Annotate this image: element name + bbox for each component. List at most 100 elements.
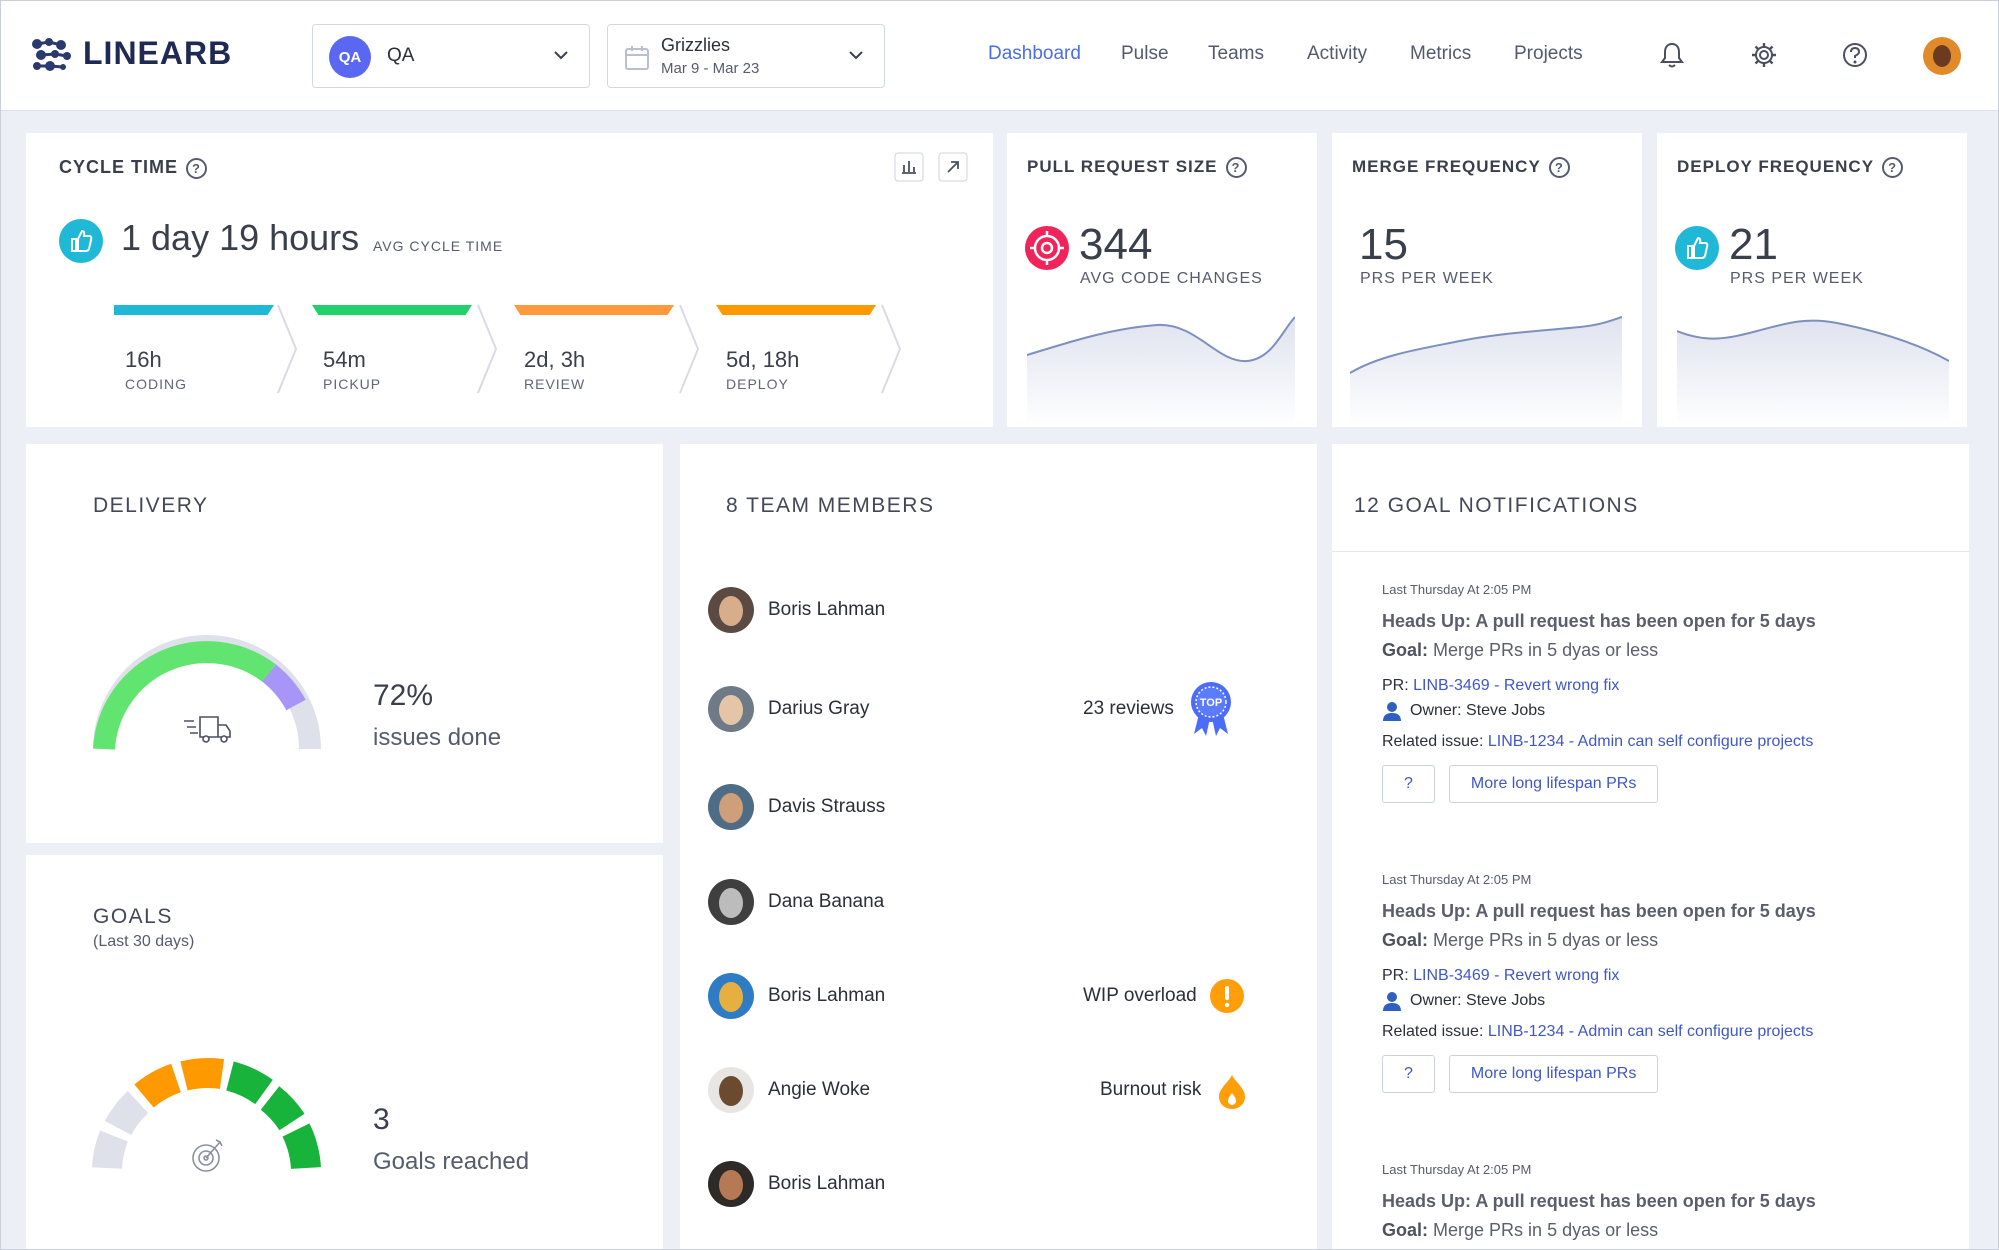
pickup-bar (312, 305, 472, 315)
nav-pulse[interactable]: Pulse (1121, 43, 1169, 64)
chevron-down-icon (554, 51, 568, 60)
top-badge-icon: TOP (1191, 682, 1231, 736)
date-range-select[interactable]: Grizzlies Mar 9 - Mar 23 (607, 24, 885, 88)
cycle-time-value: 1 day 19 hours (121, 217, 360, 258)
help-button[interactable]: ? (1382, 765, 1435, 803)
team-select[interactable]: QA QA (312, 24, 590, 88)
team-member-row[interactable]: Boris Lahman (708, 973, 885, 1019)
help-icon[interactable] (1841, 41, 1869, 69)
coding-value: 16h (125, 347, 162, 372)
thumbs-up-icon (1675, 226, 1719, 270)
delivery-gauge (93, 635, 321, 750)
gear-icon[interactable] (1750, 41, 1778, 69)
goals-count: 3 (373, 1103, 390, 1136)
pickup-label: PICKUP (323, 376, 382, 392)
team-member-row[interactable]: Darius Gray (708, 686, 869, 732)
logo-icon (32, 37, 71, 71)
expand-icon[interactable] (938, 152, 968, 182)
notification-item: Last Thursday At 2:05 PM Heads Up: A pul… (1382, 872, 1882, 1093)
merge-frequency-title: MERGE FREQUENCY (1352, 157, 1541, 176)
cycle-time-label: AVG CYCLE TIME (373, 238, 504, 254)
notification-issue: Related issue: LINB-1234 - Admin can sel… (1382, 1023, 1814, 1040)
team-badge: QA (329, 36, 371, 78)
cycle-time-title: CYCLE TIME (59, 157, 179, 177)
pickup-value: 54m (323, 347, 366, 372)
nav-projects[interactable]: Projects (1514, 43, 1583, 64)
deploy-value: 5d, 18h (726, 347, 800, 372)
deploy-bar (716, 305, 876, 315)
deploy-frequency-label: PRS PER WEEK (1730, 270, 1864, 287)
help-icon[interactable]: ? (1548, 157, 1570, 179)
deploy-frequency-value: 21 (1729, 220, 1778, 269)
nav-activity[interactable]: Activity (1307, 43, 1368, 64)
avatar (708, 1067, 754, 1113)
notification-pr: PR: LINB-3469 - Revert wrong fix (1382, 677, 1620, 694)
top-bar: LINEARB QA QA Grizzlies Mar 9 - Mar 23 D… (1, 1, 1998, 111)
team-member-row[interactable]: Dana Banana (708, 879, 884, 925)
nav-teams[interactable]: Teams (1208, 43, 1264, 64)
user-avatar[interactable] (1923, 37, 1961, 75)
help-icon[interactable]: ? (186, 157, 208, 179)
team-members-title: 8 TEAM MEMBERS (726, 494, 935, 517)
notification-pr: PR: LINB-3469 - Revert wrong fix (1382, 967, 1620, 984)
pr-link[interactable]: LINB-3469 - Revert wrong fix (1413, 677, 1620, 694)
more-prs-button[interactable]: More long lifespan PRs (1448, 1055, 1659, 1093)
team-member-row[interactable]: Davis Strauss (708, 784, 885, 830)
warning-icon (1210, 979, 1244, 1013)
team-member-row[interactable]: Boris Lahman (708, 1161, 885, 1207)
merge-frequency-card: MERGE FREQUENCY? 15 PRS PER WEEK (1332, 133, 1642, 427)
avatar (708, 1161, 754, 1207)
deploy-frequency-title: DEPLOY FREQUENCY (1677, 157, 1875, 176)
team-member-row[interactable]: Boris Lahman (708, 587, 885, 633)
deploy-frequency-sparkline (1677, 319, 1949, 427)
bar-chart-icon[interactable] (894, 152, 924, 182)
team-member-row[interactable]: Angie Woke (708, 1067, 870, 1113)
goals-card: GOALS (Last 30 days) 3 Goals reached (26, 855, 663, 1250)
logo-text: LINEARB (83, 35, 233, 71)
goals-label: Goals reached (373, 1148, 530, 1175)
goals-gauge (92, 1058, 321, 1172)
calendar-icon (625, 46, 649, 70)
issue-link[interactable]: LINB-1234 - Admin can self configure pro… (1487, 1023, 1814, 1040)
nav-dashboard[interactable]: Dashboard (988, 43, 1081, 64)
nav-metrics[interactable]: Metrics (1410, 43, 1472, 64)
date-select-range: Mar 9 - Mar 23 (661, 60, 760, 77)
deploy-frequency-card: DEPLOY FREQUENCY? 21 PRS PER WEEK (1657, 133, 1967, 427)
member-name: Boris Lahman (768, 985, 886, 1006)
help-button[interactable]: ? (1382, 1055, 1435, 1093)
chevron-down-icon (849, 51, 863, 60)
help-icon[interactable]: ? (1225, 157, 1247, 179)
member-name: Dana Banana (768, 891, 885, 912)
delivery-truck-icon (184, 716, 231, 743)
notification-goal: Goal: Merge PRs in 5 dyas or less (1382, 1220, 1659, 1240)
notification-owner: Owner: Steve Jobs (1382, 701, 1882, 721)
pr-size-title: PULL REQUEST SIZE (1027, 157, 1218, 176)
stage-divider (477, 304, 498, 394)
more-prs-button[interactable]: More long lifespan PRs (1448, 765, 1659, 803)
pr-size-sparkline (1027, 316, 1295, 427)
delivery-percent: 72% (373, 679, 434, 712)
notification-goal: Goal: Merge PRs in 5 dyas or less (1382, 930, 1659, 950)
bell-icon[interactable] (1659, 41, 1685, 69)
avatar (708, 973, 754, 1019)
help-icon[interactable]: ? (1882, 157, 1904, 179)
pr-size-label: AVG CODE CHANGES (1080, 270, 1263, 287)
notification-goal: Goal: Merge PRs in 5 dyas or less (1382, 640, 1659, 660)
team-members-card: 8 TEAM MEMBERS (680, 444, 1317, 1250)
pr-link[interactable]: LINB-3469 - Revert wrong fix (1413, 967, 1620, 984)
notification-item: Last Thursday At 2:05 PM Heads Up: A pul… (1382, 1162, 1882, 1241)
merge-frequency-sparkline (1350, 316, 1622, 427)
notification-heading: Heads Up: A pull request has been open f… (1382, 1191, 1816, 1211)
flame-icon (1219, 1075, 1245, 1109)
issue-link[interactable]: LINB-1234 - Admin can self configure pro… (1487, 733, 1814, 750)
linearb-logo[interactable]: LINEARB (31, 35, 232, 72)
member-name: Angie Woke (768, 1079, 871, 1100)
pr-size-value: 344 (1079, 220, 1153, 269)
user-icon (1383, 702, 1401, 721)
coding-label: CODING (125, 376, 187, 392)
avatar (708, 879, 754, 925)
target-icon (1025, 226, 1069, 270)
goal-notifications-card: 12 GOAL NOTIFICATIONS (1332, 444, 1969, 1250)
coding-bar (114, 305, 274, 315)
user-icon (1383, 992, 1401, 1011)
